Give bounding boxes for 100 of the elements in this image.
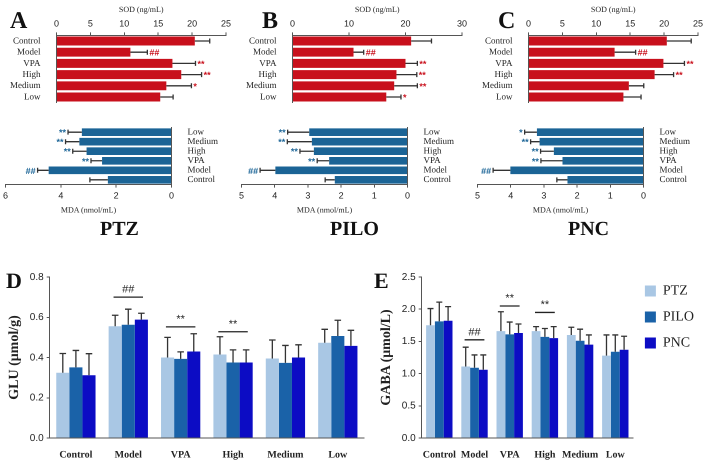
annotation: * xyxy=(402,92,407,102)
x-tick-label: 10 xyxy=(344,18,354,28)
chart-title: C xyxy=(498,8,516,35)
y-tick-label: VPA xyxy=(495,58,513,68)
x-tick-label: 0 xyxy=(168,190,174,200)
bar xyxy=(57,48,130,57)
annotation: ** xyxy=(308,156,316,166)
bar xyxy=(278,362,292,438)
x-tick-label: Model xyxy=(114,450,142,461)
bar xyxy=(554,147,643,156)
bar xyxy=(540,336,550,438)
y-tick-label: 2.5 xyxy=(402,272,416,283)
x-tick-label: 20 xyxy=(659,18,670,28)
x-tick-label: 0 xyxy=(404,190,410,200)
bar xyxy=(293,70,396,80)
bar xyxy=(434,321,444,438)
y-tick-label: Medium xyxy=(482,80,512,90)
annotation: ** xyxy=(228,318,238,330)
bar xyxy=(86,147,171,156)
x-tick-label: 20 xyxy=(400,18,411,28)
bar xyxy=(529,70,655,80)
y-tick-label: 1.5 xyxy=(402,336,416,348)
annotation: ** xyxy=(204,70,212,80)
annotation: ** xyxy=(278,128,286,138)
bar xyxy=(334,176,407,184)
bar xyxy=(293,92,386,102)
bar xyxy=(620,350,628,438)
y-tick-label: VPA xyxy=(424,155,442,166)
bar xyxy=(505,334,514,438)
y-tick-label: 2.0 xyxy=(402,304,416,315)
y-tick-label: VPA xyxy=(660,155,678,166)
annotation: ** xyxy=(686,58,694,69)
annotation: * xyxy=(519,128,524,138)
bar xyxy=(478,370,488,438)
bar xyxy=(240,362,253,438)
x-tick-label: 0 xyxy=(640,190,646,200)
bar xyxy=(529,36,667,46)
y-tick-label: 0.4 xyxy=(30,352,44,364)
y-tick-label: 0.0 xyxy=(402,432,416,444)
x-tick-label: 25 xyxy=(220,18,232,28)
annotation: ** xyxy=(64,146,72,157)
bar xyxy=(329,156,407,165)
annotation: ## xyxy=(248,166,258,176)
x-tick-label: 1 xyxy=(372,190,377,200)
x-tick-label: 5 xyxy=(560,18,565,28)
bar xyxy=(213,354,226,438)
x-tick-label: High xyxy=(222,450,244,461)
annotation: ## xyxy=(149,48,160,58)
x-tick-label: 5 xyxy=(88,18,93,28)
bar xyxy=(496,331,506,438)
annotation: ** xyxy=(532,146,540,157)
y-tick-label: High xyxy=(188,146,206,156)
annotation: ** xyxy=(290,146,298,157)
annotation: ** xyxy=(59,128,67,138)
y-tick-label: Model xyxy=(188,164,212,175)
y-tick-label: Medium xyxy=(188,136,218,146)
y-tick-label: Medium xyxy=(660,136,690,146)
x-tick-label: 3 xyxy=(305,190,310,200)
x-tick-label: 5 xyxy=(474,190,480,200)
y-tick-label: 0.8 xyxy=(30,272,44,283)
x-axis-title: SOD (ng/mL) xyxy=(118,4,164,14)
annotation: ** xyxy=(419,58,427,69)
bar xyxy=(610,352,620,438)
bar xyxy=(57,92,160,102)
annotation: ## xyxy=(638,48,648,58)
y-tick-label: Low xyxy=(424,126,440,137)
y-tick-label: VPA xyxy=(23,58,41,68)
x-tick-label: 15 xyxy=(153,18,164,28)
bar xyxy=(187,351,200,438)
x-tick-label: 3 xyxy=(541,190,546,200)
bar xyxy=(134,320,148,438)
bar xyxy=(444,320,452,438)
bar xyxy=(470,368,479,438)
y-tick-label: Control xyxy=(660,174,688,184)
annotation: ** xyxy=(56,137,64,148)
x-tick-label: 25 xyxy=(692,18,704,28)
x-tick-label: Medium xyxy=(267,450,304,461)
bar xyxy=(540,138,643,146)
bar xyxy=(331,336,344,438)
annotation: ## xyxy=(366,48,376,58)
chart-title: A xyxy=(10,8,28,35)
x-tick-label: 10 xyxy=(119,18,130,28)
y-tick-label: Control xyxy=(188,174,216,184)
annotation: ** xyxy=(278,137,286,148)
text: PNC xyxy=(568,218,610,241)
y-tick-label: Medium xyxy=(424,136,454,146)
y-tick-label: Medium xyxy=(246,80,276,90)
y-tick-label: Model xyxy=(424,164,448,175)
annotation: ## xyxy=(26,166,36,176)
y-tick-label: Control xyxy=(424,174,452,184)
y-tick-label: 1.0 xyxy=(402,368,416,380)
bar xyxy=(102,156,171,165)
x-tick-label: 2 xyxy=(338,190,344,200)
y-tick-label: High xyxy=(258,68,277,79)
annotation: ## xyxy=(468,326,482,338)
y-tick-label: Model xyxy=(489,46,513,57)
x-tick-label: High xyxy=(534,450,556,461)
y-tick-label: Model xyxy=(253,46,277,57)
bar xyxy=(57,81,166,90)
bar xyxy=(562,156,643,165)
